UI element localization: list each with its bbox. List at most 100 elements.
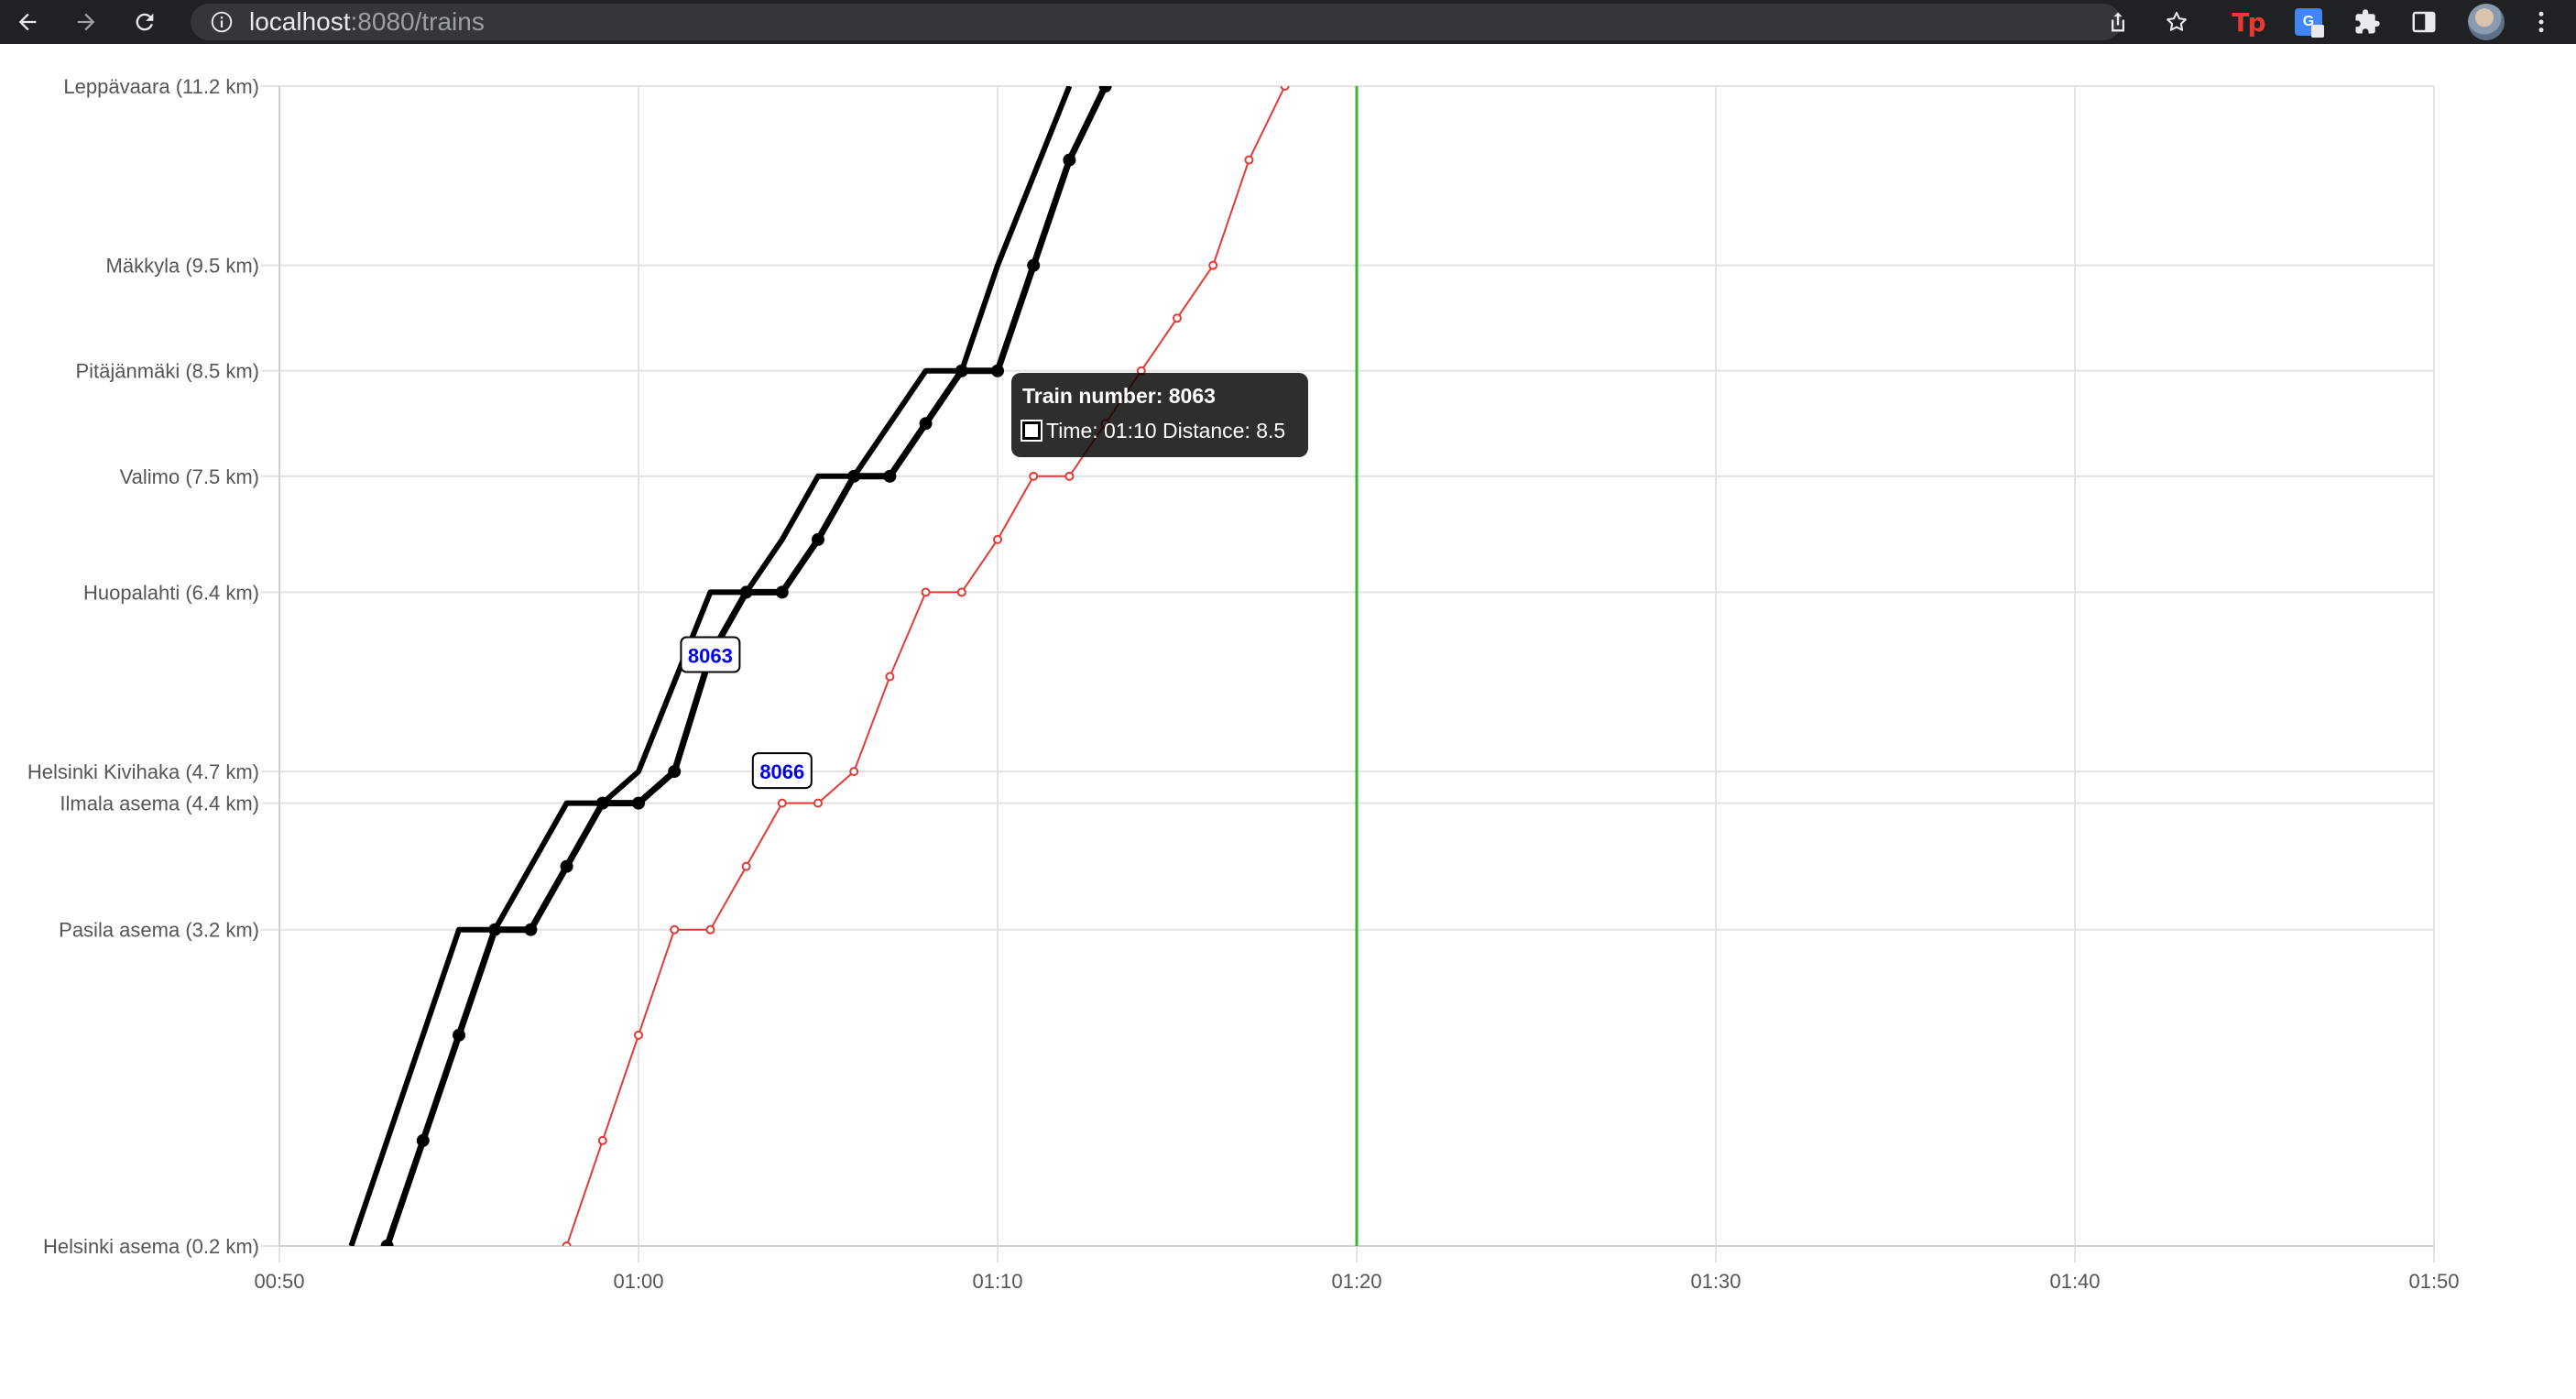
train-point-8066[interactable] (777, 798, 787, 808)
tooltip-text: Time: 01:10 Distance: 8.5 (1046, 419, 1286, 443)
tooltip-series-swatch (1022, 421, 1041, 440)
train-point-8063[interactable] (453, 1028, 465, 1042)
arrow-left-icon (18, 13, 37, 31)
url-host: localhost (249, 7, 351, 36)
series-layer (348, 80, 1290, 1252)
train-label-text: 8063 (688, 644, 733, 667)
train-point-8063[interactable] (416, 1133, 430, 1147)
tooltip-body: Time: 01:10 Distance: 8.5 (1022, 417, 1297, 444)
side-panel-button[interactable] (2407, 5, 2440, 38)
train-label-box (751, 752, 813, 790)
x-tick-label: 01:40 (2049, 1270, 2100, 1293)
x-tick-label: 01:00 (613, 1270, 663, 1293)
train-point-8066[interactable] (670, 924, 680, 934)
train-point-8066[interactable] (562, 1241, 572, 1250)
train-point-8063[interactable] (847, 469, 861, 483)
x-tick-label: 01:30 (1690, 1270, 1741, 1293)
axis-layer: Helsinki asema (0.2 km) Pasila asema (3.2… (27, 75, 2460, 1293)
y-tick-label: Mäkkyla (9.5 km) (106, 255, 259, 278)
train-point-8066[interactable] (597, 1135, 607, 1145)
x-tick-label: 00:50 (254, 1270, 304, 1293)
train-point-8063[interactable] (883, 469, 897, 483)
browser-menu-button[interactable] (2525, 5, 2558, 38)
tp-extension-button[interactable]: Tp (2232, 5, 2265, 38)
train-point-8063[interactable] (380, 1240, 394, 1252)
y-tick-label: Huopalahti (6.4 km) (83, 581, 259, 604)
train-point-8066[interactable] (813, 798, 823, 808)
bookmark-button[interactable] (2162, 7, 2191, 37)
train-point-8063[interactable] (739, 585, 753, 599)
train-point-8066[interactable] (956, 587, 966, 597)
train-point-8063[interactable] (488, 923, 502, 936)
train-point-8066[interactable] (849, 767, 859, 777)
y-tick-label: Leppävaara (11.2 km) (63, 75, 259, 98)
train-point-8063[interactable] (1063, 153, 1076, 167)
train-label-text: 8066 (759, 760, 804, 783)
x-tick-label: 01:20 (1331, 1270, 1381, 1293)
train-point-8063[interactable] (991, 364, 1004, 377)
train-point-8066[interactable] (705, 924, 715, 934)
share-icon (2112, 12, 2124, 32)
train-point-8063[interactable] (955, 364, 968, 377)
info-icon (211, 11, 233, 33)
train-time-distance-chart[interactable]: Helsinki asema (0.2 km) Pasila asema (3.2… (0, 44, 2576, 1394)
train-point-8066[interactable] (993, 534, 1002, 544)
train-point-8063[interactable] (595, 796, 609, 810)
train-point-8066[interactable] (1280, 82, 1290, 91)
train-point-8066[interactable] (921, 587, 931, 597)
train-number-label[interactable]: 8066 (751, 752, 813, 790)
x-tick-label: 01:50 (2408, 1270, 2459, 1293)
back-button[interactable] (13, 7, 42, 37)
train-line-8066[interactable] (565, 86, 1286, 1246)
train-point-8063[interactable] (560, 859, 573, 873)
url-text[interactable]: localhost:8080/trains (249, 4, 485, 40)
train-point-8063[interactable] (1098, 80, 1112, 93)
reload-button[interactable] (130, 7, 159, 37)
star-icon (2167, 12, 2187, 31)
address-bar[interactable]: localhost:8080/trains (191, 4, 2187, 40)
arrow-right-icon (77, 13, 95, 31)
train-point-8066[interactable] (885, 672, 895, 682)
share-button[interactable] (2103, 7, 2133, 37)
train-point-8066[interactable] (741, 861, 751, 871)
train-label-box (680, 636, 741, 673)
train-point-8063[interactable] (775, 585, 789, 599)
y-tick-label: Helsinki Kivihaka (4.7 km) (27, 760, 259, 783)
forward-button[interactable] (71, 7, 101, 37)
reload-icon (136, 13, 154, 31)
train-point-8066[interactable] (1244, 155, 1254, 165)
site-info-button[interactable] (207, 7, 236, 37)
y-tick-label: Pasila asema (3.2 km) (59, 919, 259, 942)
extensions-button[interactable] (2351, 5, 2384, 38)
train-point-8063[interactable] (919, 417, 933, 431)
x-tick-label: 01:10 (972, 1270, 1022, 1293)
train-label-layer: 8063 8066 (680, 636, 813, 790)
train-point-8066[interactable] (1064, 471, 1075, 481)
tp-extension-icon: Tp (2232, 6, 2265, 38)
puzzle-icon (2355, 9, 2380, 34)
url-path: :8080/trains (350, 7, 485, 36)
side-panel-icon (2412, 11, 2436, 33)
y-tick-label: Valimo (7.5 km) (120, 465, 259, 488)
train-point-8066[interactable] (634, 1030, 643, 1040)
train-point-8063[interactable] (668, 765, 682, 779)
train-point-8066[interactable] (1173, 313, 1182, 323)
tooltip-title: Train number: 8063 (1022, 384, 1216, 408)
train-graph-area: Helsinki asema (0.2 km) Pasila asema (3.2… (0, 44, 2576, 1394)
train-point-8066[interactable] (1029, 471, 1039, 481)
train-point-8063[interactable] (812, 532, 824, 546)
y-tick-label: Pitäjänmäki (8.5 km) (75, 360, 259, 383)
browser-toolbar: localhost:8080/trains Tp G (0, 0, 2576, 44)
y-tick-label: Ilmala asema (4.4 km) (60, 792, 259, 815)
train-number-label[interactable]: 8063 (680, 636, 741, 673)
train-point-8066[interactable] (1208, 260, 1218, 270)
grid-layer (261, 85, 2435, 1262)
translate-extension-button[interactable]: G (2292, 5, 2325, 38)
train-point-8063[interactable] (1027, 258, 1041, 272)
kebab-menu-icon (2538, 11, 2544, 33)
google-translate-icon: G (2295, 8, 2324, 38)
y-tick-label: Helsinki asema (0.2 km) (43, 1235, 259, 1258)
profile-avatar[interactable] (2468, 4, 2505, 40)
train-point-8063[interactable] (632, 796, 645, 810)
train-point-8063[interactable] (524, 923, 538, 936)
